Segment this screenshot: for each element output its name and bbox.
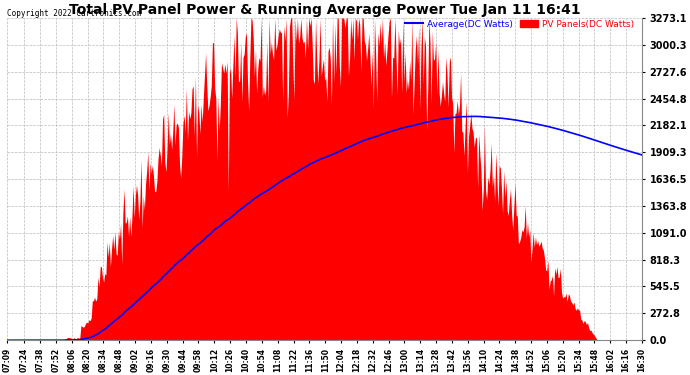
Text: Copyright 2022 Cartronics.com: Copyright 2022 Cartronics.com (8, 9, 141, 18)
Title: Total PV Panel Power & Running Average Power Tue Jan 11 16:41: Total PV Panel Power & Running Average P… (69, 3, 580, 17)
Legend: Average(DC Watts), PV Panels(DC Watts): Average(DC Watts), PV Panels(DC Watts) (402, 16, 638, 32)
